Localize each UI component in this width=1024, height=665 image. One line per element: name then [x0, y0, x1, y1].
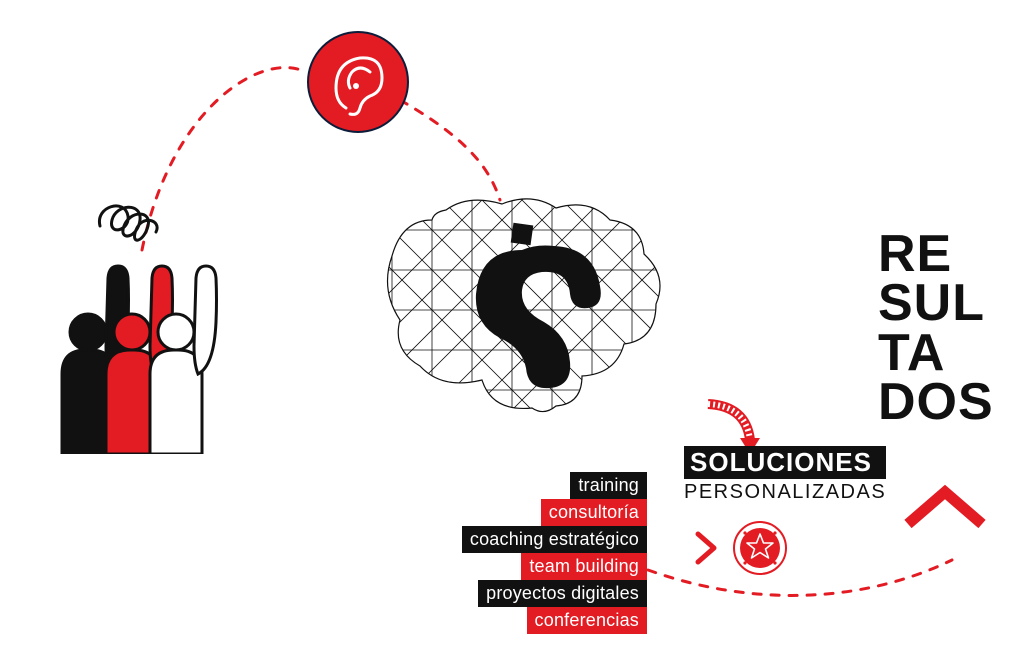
resultados-line-4: DOS — [878, 378, 994, 427]
path-ear-to-brain — [400, 100, 500, 200]
star-badge-icon — [732, 520, 788, 576]
solutions-title: SOLUCIONES — [684, 446, 886, 479]
service-tag: consultoría — [541, 499, 647, 526]
solutions-subtitle: PERSONALIZADAS — [684, 481, 886, 504]
services-list: trainingconsultoríacoaching estratégicot… — [0, 472, 647, 634]
people-group-icon — [32, 254, 232, 454]
resultados-text: RE SUL TA DOS — [878, 230, 994, 428]
service-tag: training — [570, 472, 647, 499]
scribble-icon — [90, 196, 170, 251]
small-chevron-icon — [694, 530, 720, 566]
service-tag: proyectos digitales — [478, 580, 647, 607]
brain-icon — [372, 190, 672, 420]
infographic-stage: SOLUCIONES PERSONALIZADAS trainingconsul… — [0, 0, 1024, 665]
result-chevron-icon — [900, 480, 990, 534]
solutions-block: SOLUCIONES PERSONALIZADAS — [684, 446, 886, 504]
resultados-line-3: TA — [878, 329, 994, 378]
resultados-line-2: SUL — [878, 279, 994, 328]
service-tag: conferencias — [527, 607, 647, 634]
ear-icon — [306, 30, 410, 134]
service-tag: coaching estratégico — [462, 526, 647, 553]
service-tag: team building — [521, 553, 647, 580]
resultados-line-1: RE — [878, 230, 994, 279]
